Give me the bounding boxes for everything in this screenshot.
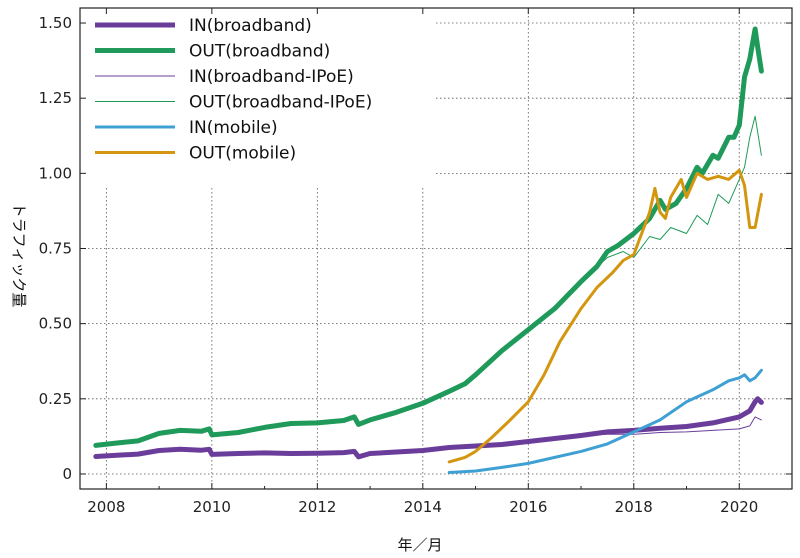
y-tick-label: 0.25 — [39, 390, 72, 408]
y-tick-label: 0.50 — [39, 315, 72, 333]
axis-ticks: 2008 2010 2012 2014 2016 2018 2020 0 0.25 0.50 0.7… — [39, 8, 793, 516]
y-tick-label: 0.75 — [39, 240, 72, 258]
series-line-5 — [447, 168, 763, 464]
legend-label: OUT(broadband-IPoE) — [189, 93, 372, 113]
series-line-4 — [447, 368, 763, 474]
series-line-1 — [93, 26, 764, 448]
legend-label: IN(broadband-IPoE) — [189, 67, 354, 87]
x-tick-label: 2014 — [404, 498, 442, 516]
series-lines — [93, 26, 764, 474]
legend-label: IN(broadband) — [189, 16, 312, 36]
x-tick-label: 2010 — [193, 498, 231, 516]
y-axis-label: トラフィック量 — [10, 203, 28, 308]
y-tick-label: 1.50 — [39, 14, 72, 32]
x-tick-label: 2018 — [615, 498, 653, 516]
y-tick-label: 1.25 — [39, 89, 72, 107]
series-line-0 — [93, 396, 764, 460]
x-tick-label: 2020 — [720, 498, 758, 516]
y-tick-label: 1.00 — [39, 164, 72, 182]
legend-label: OUT(broadband) — [189, 42, 330, 62]
legend-label: OUT(mobile) — [189, 144, 296, 164]
legend: IN(broadband) OUT(broadband) IN(broadband-… — [95, 16, 372, 164]
x-axis-label: 年／月 — [397, 536, 442, 554]
x-tick-label: 2016 — [509, 498, 547, 516]
legend-background — [80, 8, 435, 186]
x-tick-label: 2008 — [87, 498, 125, 516]
legend-label: IN(mobile) — [189, 118, 278, 138]
x-tick-label: 2012 — [298, 498, 336, 516]
y-tick-label: 0 — [62, 465, 72, 483]
series-line-2 — [580, 416, 762, 436]
